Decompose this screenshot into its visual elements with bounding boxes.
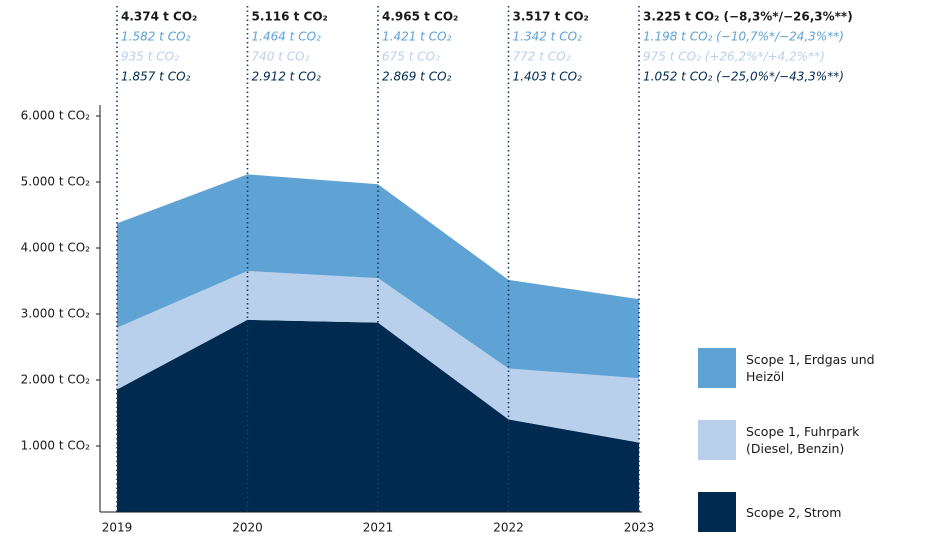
value-label: 1.582 t CO₂ xyxy=(121,30,191,44)
y-tick-label: 4.000 t CO₂ xyxy=(21,241,91,255)
value-label: 975 t CO₂ (+26,2%*/+4,2%**) xyxy=(643,50,825,64)
y-tick-label: 2.000 t CO₂ xyxy=(21,373,91,387)
legend-swatch xyxy=(698,420,736,460)
y-tick-label: 6.000 t CO₂ xyxy=(21,109,91,123)
total-label: 3.517 t CO₂ xyxy=(513,10,589,24)
x-tick-label: 2020 xyxy=(232,521,263,535)
total-label: 5.116 t CO₂ xyxy=(252,10,328,24)
total-label: 4.374 t CO₂ xyxy=(121,10,197,24)
legend-label: Scope 1, Fuhrpark (Diesel, Benzin) xyxy=(746,424,860,456)
legend-label: Scope 1, Erdgas und Heizöl xyxy=(746,352,875,384)
x-tick-label: 2022 xyxy=(493,521,524,535)
value-label: 1.464 t CO₂ xyxy=(252,30,322,44)
value-label: 1.857 t CO₂ xyxy=(121,70,191,84)
value-label: 1.403 t CO₂ xyxy=(513,70,583,84)
legend-item: Scope 1, Fuhrpark (Diesel, Benzin) xyxy=(698,420,929,460)
total-label: 3.225 t CO₂ (−8,3%*/−26,3%**) xyxy=(643,10,853,24)
total-label: 4.965 t CO₂ xyxy=(382,10,458,24)
x-tick-label: 2021 xyxy=(363,521,394,535)
legend-item: Scope 1, Erdgas und Heizöl xyxy=(698,348,929,388)
area xyxy=(117,270,639,443)
x-tick-label: 2023 xyxy=(624,521,655,535)
legend-swatch xyxy=(698,492,736,532)
legend-item: Scope 2, Strom xyxy=(698,492,929,532)
x-tick-label: 2019 xyxy=(102,521,133,535)
value-label: 2.912 t CO₂ xyxy=(252,70,322,84)
legend-label: Scope 2, Strom xyxy=(746,504,842,520)
value-label: 935 t CO₂ xyxy=(121,50,179,64)
value-label: 675 t CO₂ xyxy=(382,50,440,64)
value-label: 740 t CO₂ xyxy=(252,50,310,64)
value-label: 1.421 t CO₂ xyxy=(382,30,452,44)
value-label: 2.869 t CO₂ xyxy=(382,70,452,84)
value-label: 1.342 t CO₂ xyxy=(513,30,583,44)
legend-swatch xyxy=(698,348,736,388)
value-label: 1.198 t CO₂ (−10,7%*/−24,3%**) xyxy=(643,30,844,44)
value-label: 1.052 t CO₂ (−25,0%*/−43,3%**) xyxy=(643,70,844,84)
value-label: 772 t CO₂ xyxy=(513,50,571,64)
y-tick-label: 3.000 t CO₂ xyxy=(21,307,91,321)
y-tick-label: 5.000 t CO₂ xyxy=(21,175,91,189)
y-tick-label: 1.000 t CO₂ xyxy=(21,439,91,453)
